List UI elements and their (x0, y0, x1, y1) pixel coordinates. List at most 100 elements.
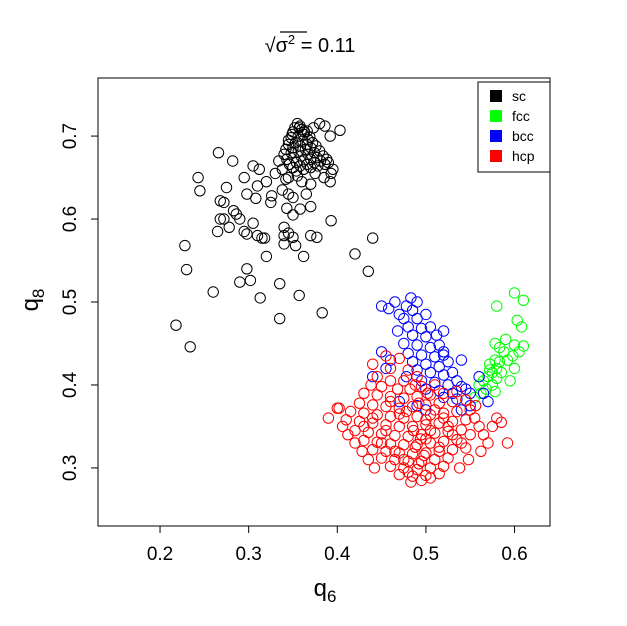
bcc-point (442, 356, 454, 368)
sc-point (316, 307, 328, 319)
hcp-point (367, 399, 379, 411)
series-sc (170, 117, 379, 353)
sc-point (325, 215, 337, 227)
bcc-point (433, 339, 445, 351)
sc-point (305, 229, 317, 242)
hcp-point (384, 375, 397, 387)
legend: sc fcc bcc hcp (477, 81, 551, 173)
sc-point (276, 184, 288, 196)
hcp-point (380, 424, 392, 437)
bcc-point (424, 366, 437, 379)
sc-point (324, 176, 336, 188)
hcp-point (398, 453, 410, 466)
hcp-point (491, 412, 503, 424)
hcp-point (342, 429, 354, 441)
bcc-point (464, 387, 476, 399)
hcp-point (424, 389, 437, 401)
hcp-point (464, 429, 476, 441)
bcc-point (389, 296, 401, 308)
sc-point (276, 163, 288, 176)
fcc-point (495, 366, 507, 379)
hcp-point (482, 437, 494, 449)
series-hcp (322, 350, 514, 488)
bcc-point (420, 308, 432, 321)
bcc-point (375, 346, 388, 358)
sc-point (324, 130, 336, 142)
y-axis-label-sub: 8 (29, 289, 48, 298)
fcc-point (517, 294, 530, 306)
sc-point (281, 202, 293, 215)
sc-point (312, 160, 324, 172)
sc-point (214, 213, 227, 225)
x-axis: 0.2 0.3 0.4 0.5 0.6 (147, 526, 528, 565)
hcp-point (451, 405, 463, 418)
hcp-point (393, 352, 405, 365)
sc-point (274, 278, 286, 290)
hcp-point (362, 453, 374, 466)
y-tick-label: 0.6 (60, 206, 81, 232)
sc-point (282, 134, 295, 146)
sc-point (290, 165, 303, 177)
hcp-point (437, 387, 450, 399)
bcc-point (437, 325, 450, 337)
hcp-point (358, 387, 370, 399)
sc-point (244, 274, 257, 287)
sc-point (234, 213, 246, 225)
bcc-point (455, 404, 468, 416)
hcp-point (460, 414, 472, 426)
fcc-point (511, 314, 523, 326)
sc-point (260, 250, 273, 263)
hcp-point (375, 437, 388, 449)
hcp-point (398, 392, 410, 404)
hcp-point (389, 453, 401, 466)
sc-point (250, 192, 262, 205)
sc-point (334, 124, 346, 137)
x-axis-label-base: q (314, 575, 327, 602)
hcp-point (420, 433, 432, 445)
hcp-point (393, 468, 405, 481)
fcc-point (491, 372, 503, 384)
sc-point (300, 188, 312, 200)
sc-point (362, 265, 374, 277)
hcp-point (420, 419, 432, 431)
sc-point (260, 176, 273, 188)
hcp-point (393, 408, 405, 420)
hcp-point (409, 441, 421, 453)
legend-swatch-fcc (490, 110, 502, 122)
y-axis: 0.3 0.4 0.5 0.6 0.7 (60, 123, 98, 481)
hcp-point (413, 458, 425, 470)
bcc-point (424, 321, 437, 333)
x-tick-label: 0.4 (324, 544, 351, 565)
hcp-point (400, 405, 413, 418)
hcp-point (349, 437, 361, 449)
bcc-point (415, 349, 428, 361)
title-suffix: = 0.11 (295, 35, 355, 57)
legend-label-bcc: bcc (512, 128, 534, 144)
sc-point (220, 181, 233, 194)
hcp-point (336, 420, 349, 433)
hcp-point (340, 414, 352, 426)
hcp-point (371, 389, 383, 401)
legend-label-fcc: fcc (512, 108, 530, 124)
hcp-point (415, 380, 428, 393)
series-fcc (469, 287, 530, 404)
hcp-point (405, 476, 417, 488)
legend-swatch-bcc (490, 130, 502, 142)
sc-point (227, 155, 239, 167)
sc-point (179, 239, 191, 252)
hcp-point (322, 412, 335, 424)
bcc-point (406, 329, 419, 341)
sc-point (278, 229, 290, 242)
fcc-point (513, 346, 525, 358)
sc-point (319, 120, 331, 132)
hcp-point (407, 424, 420, 437)
sc-point (207, 286, 219, 298)
hcp-point (446, 395, 459, 408)
sc-point (367, 232, 379, 244)
chart-title: √σ2 = 0.11 (265, 32, 356, 57)
sc-point (211, 225, 224, 238)
fcc-point (484, 364, 496, 376)
bcc-point (375, 300, 388, 312)
y-tick-label: 0.3 (60, 455, 81, 481)
